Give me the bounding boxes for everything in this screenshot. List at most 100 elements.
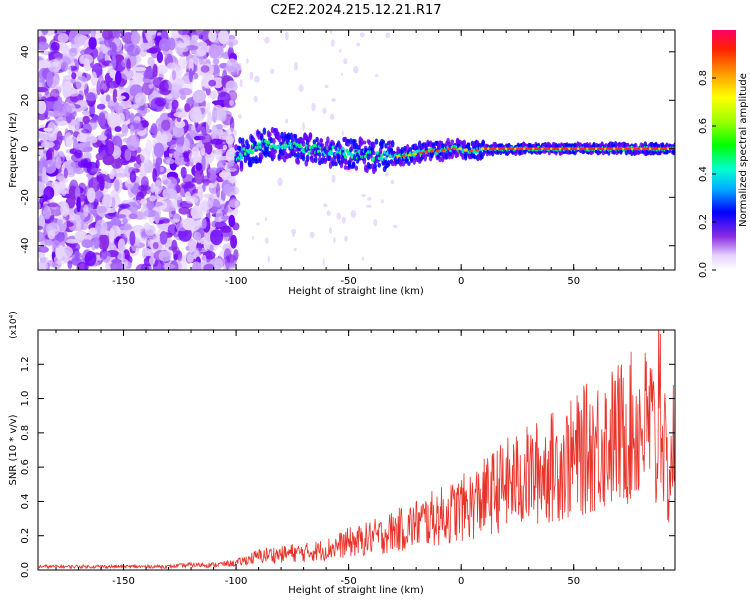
ridge-peak — [396, 154, 401, 158]
ridge-halo — [388, 140, 392, 145]
ridge-peak — [480, 147, 485, 151]
noise-cell — [182, 59, 189, 71]
noise-cell — [90, 71, 98, 87]
noise-cell — [60, 42, 68, 55]
ridge-halo — [481, 139, 486, 147]
colorbar-label: Normalized spectral amplitude — [738, 73, 749, 227]
ridge-halo — [234, 144, 238, 151]
faint-cell — [333, 236, 336, 244]
noise-cell — [99, 226, 107, 236]
noise-cell — [203, 263, 216, 270]
snr-panel: -150 -100 -50 0 50 0.0 0.2 0.4 0.6 0.8 1.0 1.2 Heig… — [8, 311, 676, 596]
ridge-halo — [372, 141, 376, 149]
faint-cell — [234, 200, 240, 208]
noise-cell — [71, 72, 77, 80]
ridge-halo — [296, 158, 301, 165]
ridge-peak-dot — [640, 147, 643, 150]
noise-cell — [138, 184, 151, 192]
noise-cell — [76, 196, 81, 213]
noise-cell — [208, 43, 220, 59]
faint-cell — [267, 255, 270, 263]
faint-cell — [393, 224, 398, 229]
ridge-halo — [401, 161, 406, 167]
noise-cell — [82, 110, 91, 116]
ridge-peak-dot — [622, 147, 625, 150]
ridge-core — [341, 146, 345, 151]
noise-cell — [221, 215, 231, 220]
ridge-halo — [408, 147, 413, 153]
noise-cell — [135, 199, 141, 206]
faint-cell — [350, 210, 357, 218]
noise-cell — [185, 196, 199, 204]
noise-cell — [233, 249, 239, 261]
noise-cell — [215, 124, 224, 130]
noise-cell — [129, 113, 135, 123]
noise-cell — [98, 112, 107, 127]
noise-cell — [96, 103, 106, 110]
faint-cell — [336, 212, 342, 220]
ridge-peak-dot — [604, 147, 607, 150]
ridge-halo — [350, 144, 355, 151]
ridge-halo — [462, 139, 467, 147]
ridge-core — [238, 152, 242, 156]
noise-cell — [153, 142, 165, 158]
noise-cell — [163, 264, 176, 269]
noise-cell — [196, 143, 205, 148]
ridge-halo — [354, 165, 359, 171]
noise-cell — [225, 80, 238, 93]
ridge-halo — [345, 160, 349, 165]
ridge-halo — [243, 156, 248, 162]
ridge-peak-dot — [541, 147, 544, 150]
noise-cell — [201, 146, 206, 156]
ridge-halo — [346, 138, 351, 144]
colorbar-gradient — [712, 30, 736, 270]
ridge-halo — [277, 134, 282, 143]
ridge-halo — [311, 158, 315, 164]
noise-cell — [38, 81, 43, 88]
noise-cell — [149, 201, 164, 207]
ridge-core — [308, 145, 312, 150]
ridge-halo — [455, 151, 460, 158]
noise-cell — [126, 80, 136, 85]
ridge-halo — [286, 132, 291, 140]
noise-cell — [47, 202, 59, 208]
noise-cell — [126, 135, 140, 151]
noise-cell — [60, 246, 73, 258]
noise-cell — [68, 185, 77, 200]
faint-cell — [270, 68, 275, 75]
y-tick-label: 0.2 — [20, 528, 31, 544]
ridge-peak-dot — [523, 147, 526, 150]
ridge-halo — [315, 136, 319, 143]
noise-cell — [148, 47, 158, 54]
ridge-halo — [269, 137, 274, 144]
ridge-halo — [318, 152, 322, 158]
noise-cell — [140, 198, 148, 206]
noise-cell — [184, 103, 191, 113]
ridge-halo — [343, 165, 348, 170]
ridge-peak — [446, 147, 451, 151]
noise-cell — [177, 254, 183, 262]
noise-cell — [128, 213, 138, 220]
faint-cell — [366, 204, 372, 208]
noise-cell — [177, 113, 183, 118]
noise-cell — [214, 149, 223, 161]
faint-cell — [328, 227, 333, 234]
colorbar: 0.0 0.2 0.4 0.6 0.8 Normalized spectral ampl… — [698, 30, 749, 278]
ridge-peak — [407, 153, 412, 157]
x-tick-label: -150 — [112, 576, 135, 587]
ridge-halo — [257, 133, 261, 140]
noise-cell — [197, 186, 204, 198]
ridge-peak-dot — [667, 147, 670, 150]
noise-cell — [76, 132, 88, 143]
noise-cell — [67, 260, 73, 269]
x-tick-label: 50 — [567, 576, 580, 587]
faint-cell — [340, 72, 343, 76]
ridge-peak — [458, 147, 462, 151]
ridge-halo — [445, 152, 449, 160]
ridge-halo — [395, 160, 399, 165]
faint-cell — [322, 107, 327, 115]
noise-cell — [114, 126, 122, 133]
noise-cell — [46, 149, 52, 160]
noise-cell — [129, 170, 137, 183]
